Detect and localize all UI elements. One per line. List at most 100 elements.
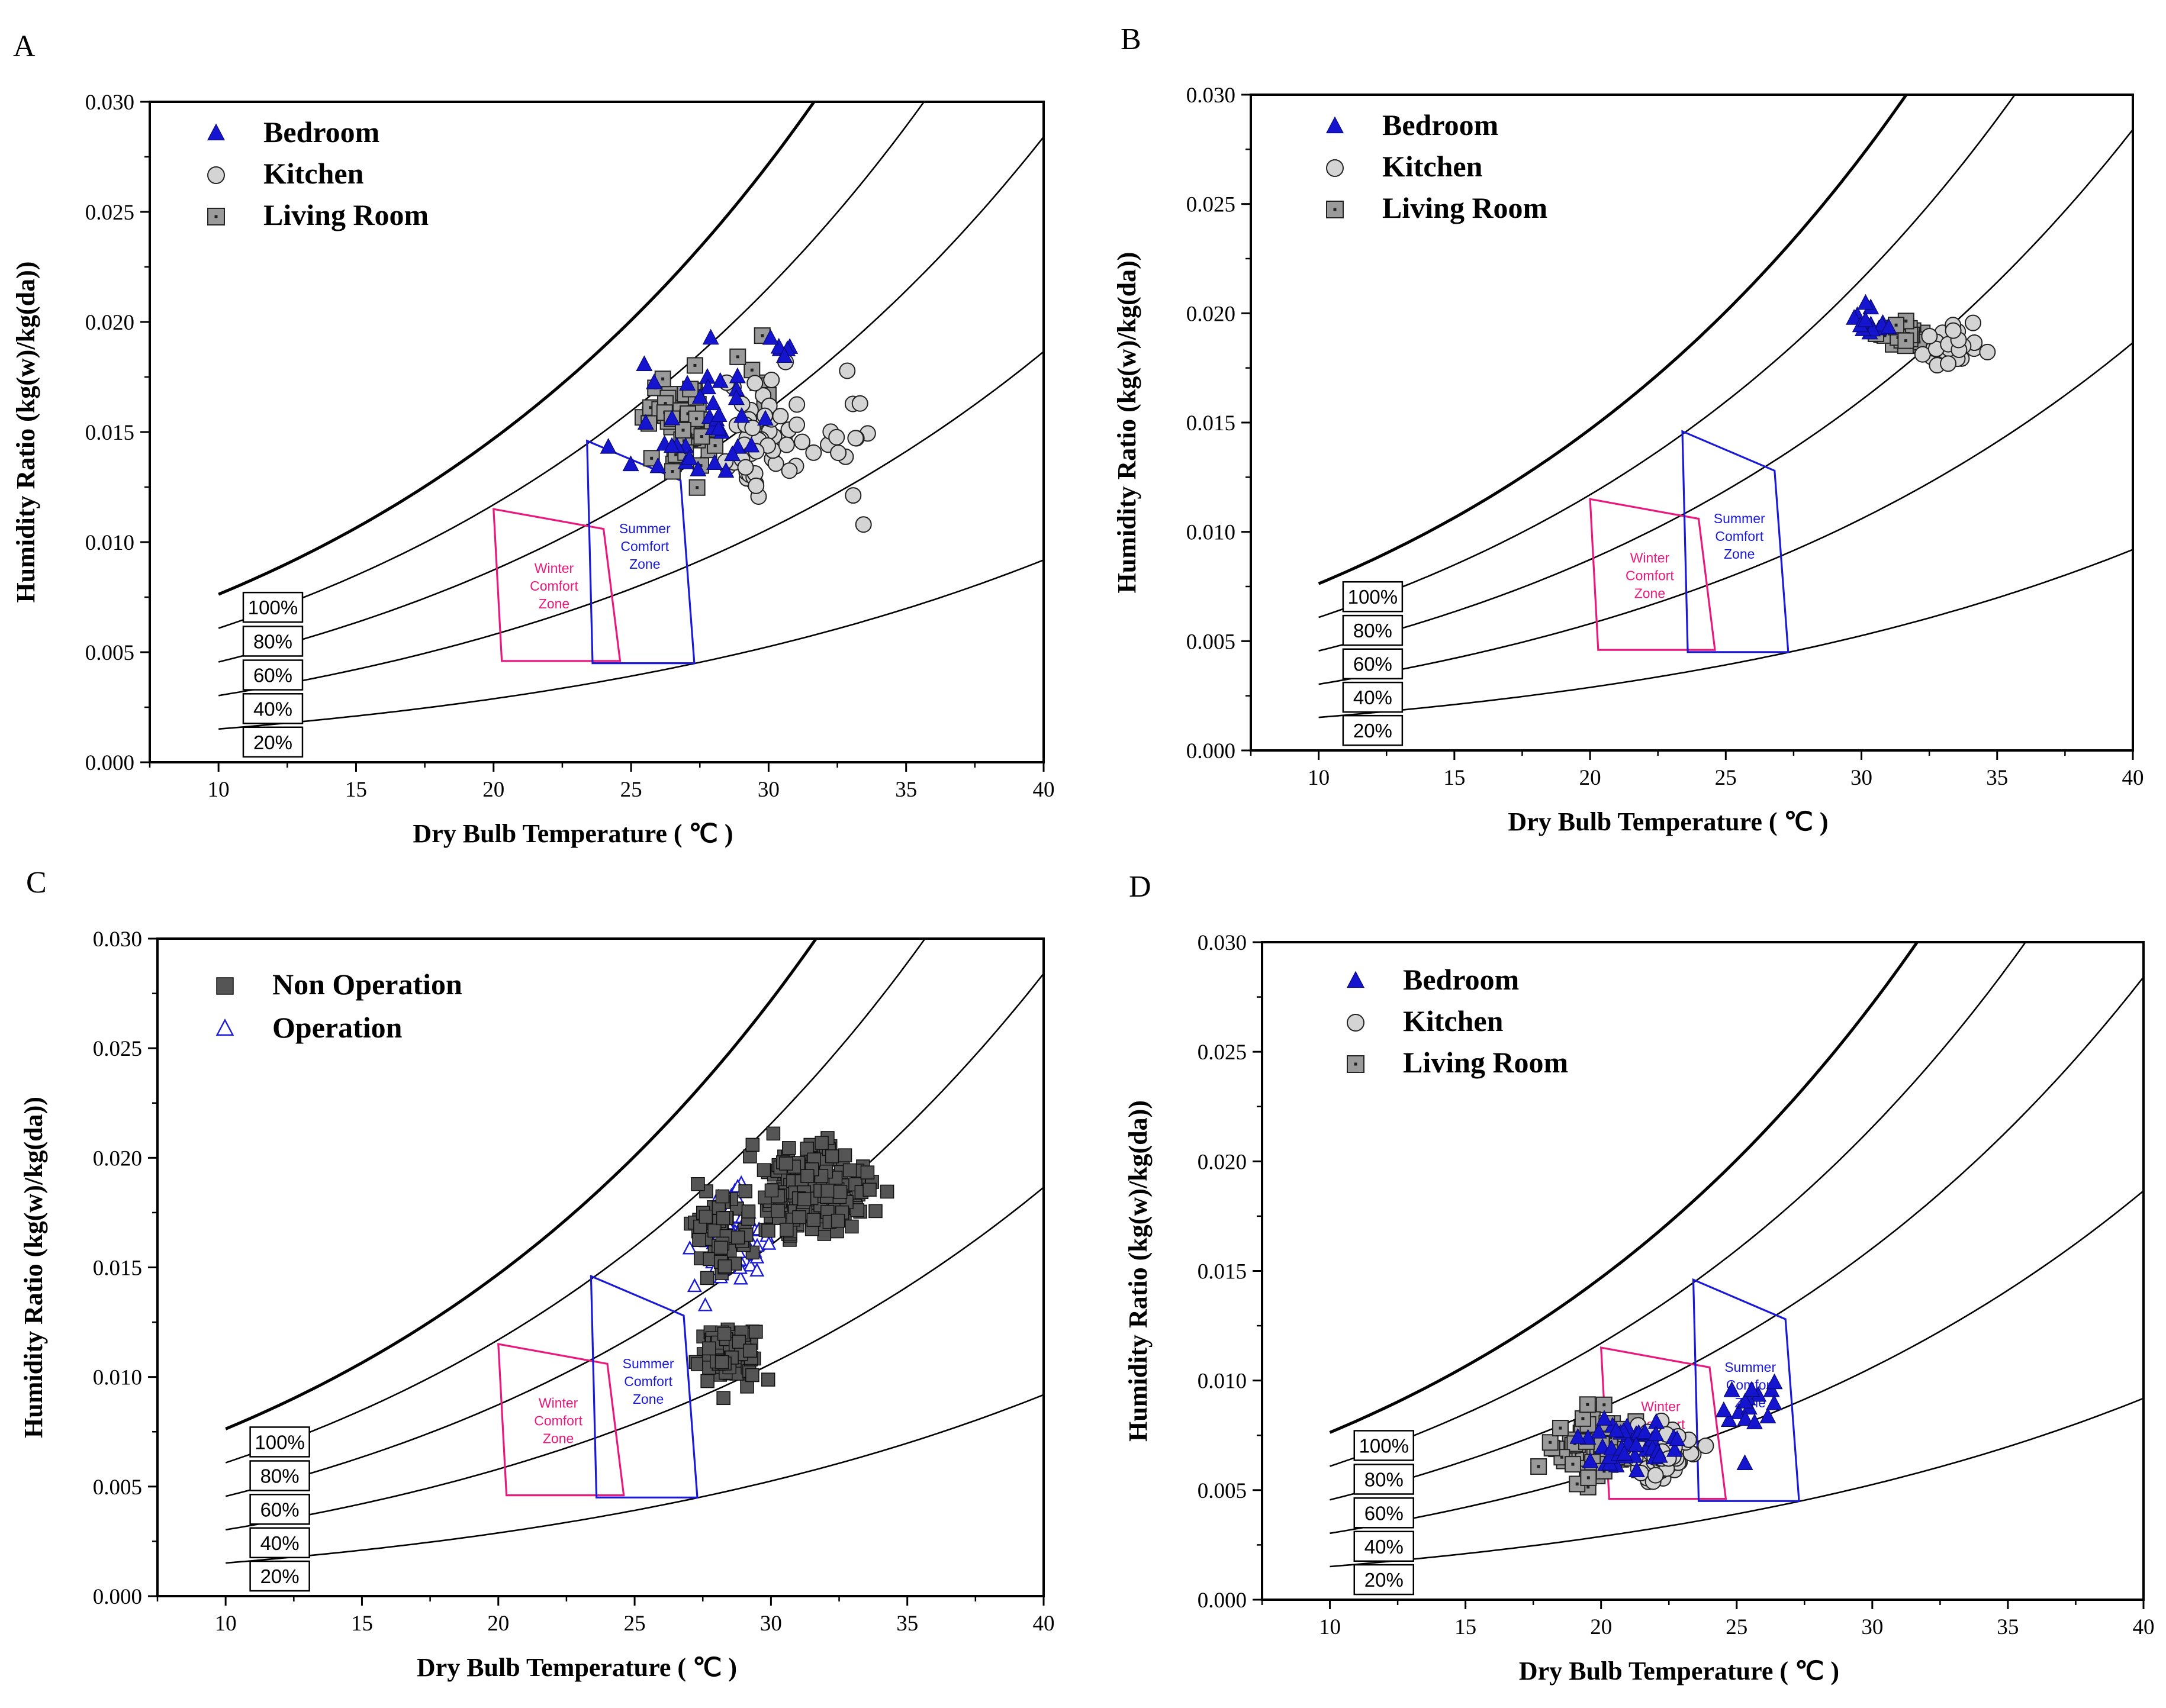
point-bedroom: [1723, 1381, 1740, 1397]
svg-text:60%: 60%: [1353, 653, 1392, 675]
point-bedroom: [724, 445, 741, 462]
point-bedroom: [646, 373, 663, 389]
x-tick-label: 25: [620, 778, 642, 802]
svg-text:20%: 20%: [260, 1565, 300, 1587]
x-axis-title: Dry Bulb Temperature ( ℃ ): [1519, 1657, 1839, 1686]
point-non-operation: [862, 1182, 877, 1197]
y-tick-label: 0.015: [1186, 411, 1235, 436]
point-bedroom: [1628, 1461, 1645, 1478]
x-tick-label: 15: [1454, 1615, 1476, 1639]
legend-label: Operation: [272, 1011, 403, 1044]
point-non-operation: [699, 1210, 713, 1224]
svg-text:40%: 40%: [1353, 687, 1392, 708]
svg-text:40%: 40%: [260, 1532, 300, 1554]
point-operation: [743, 1257, 758, 1272]
point-non-operation: [764, 1183, 779, 1198]
legend-marker: [1326, 116, 1344, 134]
legend-label: Bedroom: [1382, 108, 1498, 141]
point-bedroom: [710, 406, 728, 423]
svg-text:80%: 80%: [260, 1465, 300, 1487]
x-tick-label: 30: [1850, 766, 1872, 790]
point-living-room: [1579, 1396, 1596, 1413]
chart-panel-c: C100%80%60%40%20%WinterComfortZoneSummer…: [19, 866, 1055, 1682]
point-living-room: [1530, 1458, 1547, 1475]
rh-label-100: 100%: [249, 1426, 310, 1458]
point-non-operation: [717, 1326, 732, 1341]
point-non-operation: [860, 1165, 875, 1180]
point-kitchen: [772, 408, 789, 425]
point-non-operation: [715, 1189, 730, 1204]
point-kitchen: [839, 362, 856, 379]
rh-label-80: 80%: [1353, 1464, 1415, 1495]
svg-text:Summer: Summer: [1724, 1359, 1776, 1375]
point-bedroom: [1596, 1410, 1613, 1426]
point-kitchen: [788, 416, 806, 433]
point-bedroom: [702, 328, 719, 345]
rh-label-40: 40%: [1353, 1530, 1415, 1562]
rh-curve-20: [226, 1394, 1044, 1564]
y-tick-label: 0.005: [93, 1475, 142, 1500]
point-living-room: [1541, 1434, 1559, 1451]
y-tick-label: 0.025: [1198, 1040, 1247, 1065]
data-points: [1530, 1373, 1783, 1496]
rh-curves: [1318, 95, 2133, 718]
summer-comfort-zone: [590, 1274, 699, 1498]
y-tick-label: 0.000: [93, 1585, 142, 1609]
rh-label-20: 20%: [1353, 1564, 1415, 1596]
rh-label-100: 100%: [242, 591, 304, 623]
point-non-operation: [714, 1240, 728, 1255]
point-kitchen: [830, 444, 847, 462]
point-bedroom: [770, 337, 787, 354]
legend-item-operation: Operation: [215, 1011, 403, 1044]
point-operation: [761, 1236, 777, 1250]
rh-curve-20: [1318, 549, 2133, 718]
svg-text:100%: 100%: [1348, 586, 1398, 608]
x-tick-label: 25: [624, 1612, 646, 1636]
legend: Non Operation Operation: [215, 968, 462, 1044]
winter-zone-label: Winter Comfort Zone: [1626, 550, 1674, 601]
legend-item-kitchen: Kitchen: [1326, 150, 1483, 183]
rh-label-100: 100%: [1353, 1430, 1415, 1461]
point-living-room: [729, 348, 746, 365]
point-non-operation: [761, 1223, 775, 1238]
point-kitchen: [744, 420, 761, 437]
x-tick-label: 40: [1033, 1612, 1055, 1636]
point-kitchen: [781, 462, 798, 479]
svg-text:Zone: Zone: [1634, 585, 1665, 601]
x-axis: 10 15 20 25 30 35 40: [1261, 1600, 2155, 1639]
rh-curve-100: [218, 102, 816, 596]
point-bedroom: [1647, 1425, 1665, 1441]
x-tick-label: 40: [1033, 778, 1055, 802]
x-tick-label: 10: [1308, 766, 1330, 790]
y-tick-label: 0.010: [93, 1366, 142, 1390]
y-tick-label: 0.020: [1198, 1150, 1247, 1174]
x-tick-label: 15: [1443, 766, 1465, 790]
point-bedroom: [1759, 1407, 1776, 1424]
svg-text:Zone: Zone: [629, 556, 660, 572]
x-tick-label: 30: [758, 778, 780, 802]
svg-text:Comfort: Comfort: [1626, 568, 1674, 583]
svg-text:Zone: Zone: [633, 1391, 664, 1407]
point-bedroom: [1590, 1423, 1607, 1439]
point-non-operation: [880, 1184, 894, 1199]
rh-curve-60: [225, 973, 1044, 1497]
y-tick-label: 0.015: [1198, 1260, 1247, 1284]
legend-marker: [1347, 1055, 1364, 1073]
point-bedroom: [1651, 1447, 1668, 1463]
point-operation: [697, 1297, 713, 1311]
point-non-operation: [749, 1324, 763, 1339]
point-living-room: [1580, 1469, 1597, 1486]
summer-comfort-zone: [1692, 1278, 1800, 1502]
rh-label-60: 60%: [1342, 648, 1404, 679]
x-tick-label: 30: [760, 1612, 782, 1636]
legend-marker: [1347, 1014, 1364, 1032]
y-tick-label: 0.025: [1186, 193, 1235, 217]
x-tick-label: 35: [1986, 766, 2008, 790]
y-tick-label: 0.005: [1186, 630, 1235, 654]
point-non-operation: [797, 1192, 812, 1207]
svg-text:Comfort: Comfort: [620, 539, 669, 554]
rh-curve-40: [1318, 342, 2133, 685]
rh-label-20: 20%: [242, 726, 304, 758]
rh-curve-80: [218, 102, 925, 629]
